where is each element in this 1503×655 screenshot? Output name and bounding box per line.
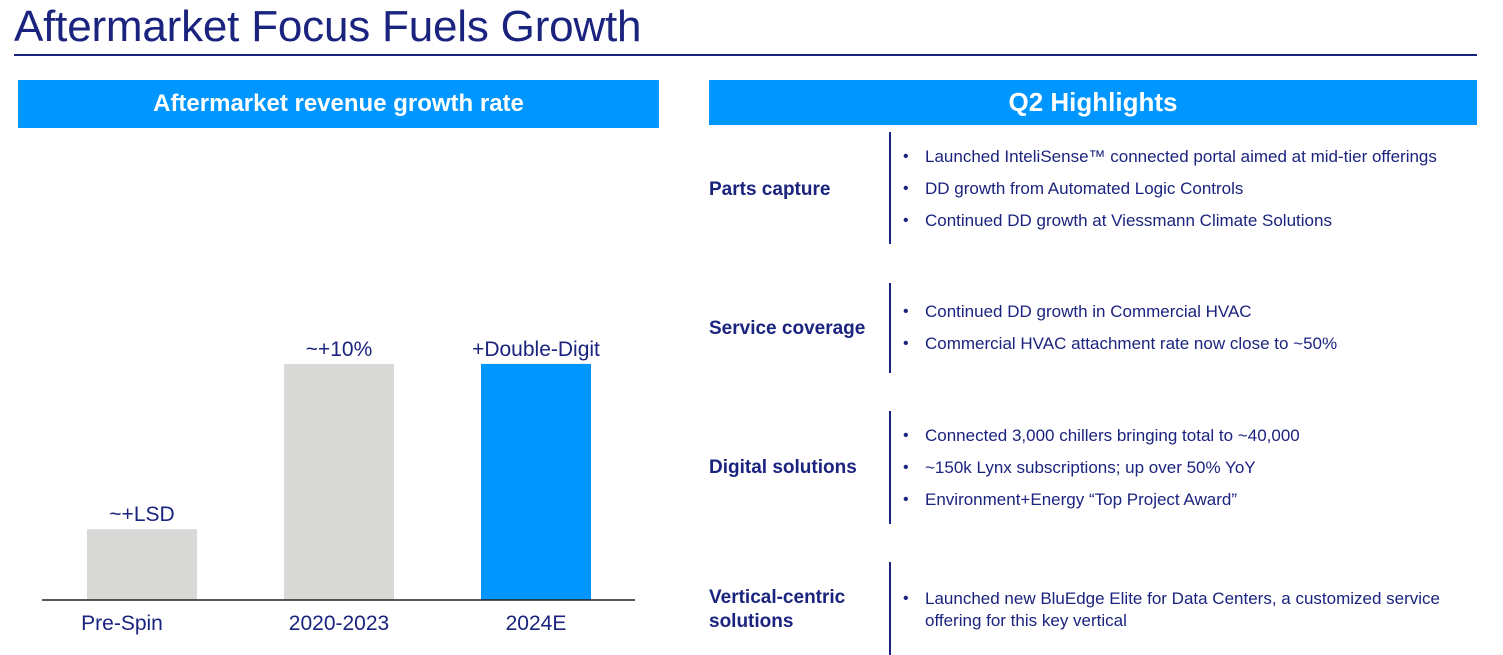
section-parts-capture: Parts capture Launched InteliSense™ conn… — [709, 132, 1499, 244]
bar-pre-spin — [87, 529, 197, 600]
bullet-item: Launched InteliSense™ connected portal a… — [895, 146, 1495, 168]
section-service-coverage: Service coverage Continued DD growth in … — [709, 283, 1499, 373]
bullet-item: Environment+Energy “Top Project Award” — [895, 489, 1495, 511]
growth-bar-chart: ~+LSD Pre-Spin ~+10% 2020-2023 +Double-Digit… — [42, 338, 635, 635]
category-label: Pre-Spin — [81, 612, 163, 635]
bullet-list: Continued DD growth in Commercial HVAC C… — [895, 301, 1495, 365]
section-divider — [889, 562, 891, 655]
category-label: 2020-2023 — [289, 612, 389, 635]
bar-data-label: ~+LSD — [109, 503, 174, 526]
chart-header-banner: Aftermarket revenue growth rate — [18, 80, 659, 128]
bullet-item: Launched new BluEdge Elite for Data Cent… — [895, 588, 1495, 632]
bullet-item: Commercial HVAC attachment rate now clos… — [895, 333, 1495, 355]
bullet-item: DD growth from Automated Logic Controls — [895, 178, 1495, 200]
bar-data-label: ~+10% — [306, 338, 373, 361]
bullet-list: Launched InteliSense™ connected portal a… — [895, 146, 1495, 242]
bar-2024e — [481, 363, 591, 600]
section-label: Vertical-centric solutions — [709, 587, 846, 632]
section-divider — [889, 411, 891, 524]
highlights-header-banner: Q2 Highlights — [709, 80, 1477, 125]
bullet-item: Connected 3,000 chillers bringing total … — [895, 425, 1495, 447]
title-rule — [14, 54, 1477, 56]
bar-2020-2023 — [284, 363, 394, 600]
section-digital-solutions: Digital solutions Connected 3,000 chille… — [709, 411, 1499, 524]
section-label: Parts capture — [709, 179, 831, 200]
section-divider — [889, 132, 891, 244]
page-title: Aftermarket Focus Fuels Growth — [14, 2, 642, 51]
section-label: Digital solutions — [709, 457, 857, 478]
bullet-list: Launched new BluEdge Elite for Data Cent… — [895, 588, 1495, 642]
section-label: Service coverage — [709, 318, 866, 339]
bar-data-label: +Double-Digit — [472, 338, 600, 361]
bullet-item: Continued DD growth in Commercial HVAC — [895, 301, 1495, 323]
bullet-item: ~150k Lynx subscriptions; up over 50% Yo… — [895, 457, 1495, 479]
category-label: 2024E — [506, 612, 567, 635]
bullet-item: Continued DD growth at Viessmann Climate… — [895, 210, 1495, 232]
section-divider — [889, 283, 891, 373]
bullet-list: Connected 3,000 chillers bringing total … — [895, 425, 1495, 521]
section-vertical-centric: Vertical-centric solutions Launched new … — [709, 562, 1499, 655]
